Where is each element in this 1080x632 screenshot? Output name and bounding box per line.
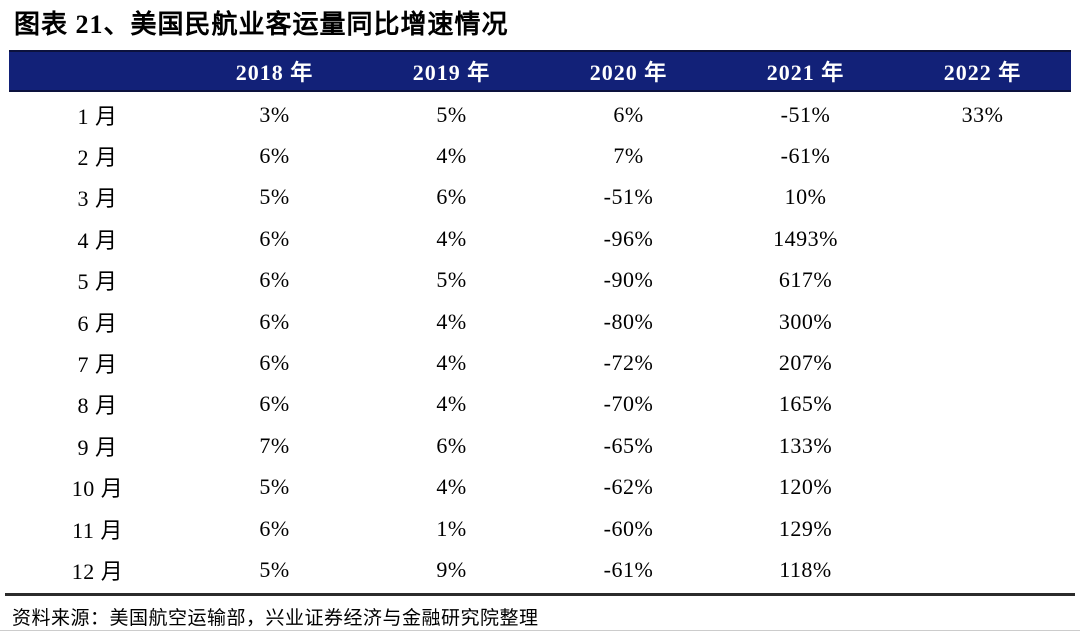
header-cell-2020: 2020 年 <box>589 60 668 85</box>
value-cell <box>894 260 1071 301</box>
value-cell: 6% <box>259 350 290 376</box>
value-cell: 118% <box>779 556 832 582</box>
value-cell: 6% <box>436 432 467 458</box>
table-row: 1 月 3% 5% 6% -51% 33% <box>9 94 1071 135</box>
month-cell: 4 月 <box>77 227 118 253</box>
value-cell: 6% <box>259 225 290 251</box>
month-cell: 10 月 <box>71 476 124 502</box>
value-cell: 120% <box>778 474 833 500</box>
value-cell: 4% <box>436 350 467 376</box>
value-cell <box>894 467 1071 508</box>
value-cell: -72% <box>603 350 654 376</box>
bottom-divider <box>0 630 1080 631</box>
month-cell: 12 月 <box>71 558 124 584</box>
table-header-row: 2018 年 2019 年 2020 年 2021 年 2022 年 <box>9 50 1071 92</box>
value-cell: -70% <box>603 391 654 417</box>
table-row: 5 月 6% 5% -90% 617% <box>9 260 1071 301</box>
value-cell <box>894 549 1071 590</box>
month-cell: 8 月 <box>77 393 118 419</box>
month-cell: 11 月 <box>72 517 123 543</box>
value-cell <box>894 508 1071 549</box>
value-cell: 5% <box>259 556 290 582</box>
value-cell: 6% <box>259 308 290 334</box>
value-cell: 4% <box>436 474 467 500</box>
value-cell: 4% <box>436 391 467 417</box>
table-row: 6 月 6% 4% -80% 300% <box>9 301 1071 342</box>
value-cell: 4% <box>436 308 467 334</box>
data-table: 2018 年 2019 年 2020 年 2021 年 2022 年 1 月 3… <box>9 50 1071 591</box>
source-note: 资料来源：美国航空运输部，兴业证券经济与金融研究院整理 <box>12 607 539 629</box>
value-cell <box>894 342 1071 383</box>
value-cell: 5% <box>436 267 467 293</box>
table-row: 9 月 7% 6% -65% 133% <box>9 425 1071 466</box>
table-body: 1 月 3% 5% 6% -51% 33% 2 月 6% 4% 7% -61% … <box>9 94 1071 591</box>
month-cell: 2 月 <box>77 145 118 171</box>
value-cell: 33% <box>961 101 1004 127</box>
value-cell: -51% <box>603 184 654 210</box>
value-cell: 6% <box>259 391 290 417</box>
value-cell: 5% <box>436 101 467 127</box>
table-row: 3 月 5% 6% -51% 10% <box>9 177 1071 218</box>
value-cell: 9% <box>436 556 467 582</box>
value-cell: 7% <box>613 143 644 169</box>
value-cell: 133% <box>778 432 833 458</box>
value-cell: 6% <box>613 101 644 127</box>
header-cell-2018: 2018 年 <box>235 60 314 85</box>
table-row: 4 月 6% 4% -96% 1493% <box>9 218 1071 259</box>
header-cell-2019: 2019 年 <box>412 60 491 85</box>
value-cell <box>894 384 1071 425</box>
value-cell <box>894 301 1071 342</box>
value-cell: 1% <box>436 515 467 541</box>
value-cell: 5% <box>259 184 290 210</box>
value-cell: -80% <box>603 308 654 334</box>
value-cell: -61% <box>603 556 654 582</box>
figure-title: 图表 21、美国民航业客运量同比增速情况 <box>14 10 509 39</box>
table-row: 12 月 5% 9% -61% 118% <box>9 549 1071 590</box>
value-cell: 6% <box>259 267 290 293</box>
value-cell: 617% <box>778 267 833 293</box>
value-cell: -51% <box>780 101 831 127</box>
table-row: 10 月 5% 4% -62% 120% <box>9 467 1071 508</box>
table-row: 2 月 6% 4% 7% -61% <box>9 135 1071 176</box>
value-cell <box>894 135 1071 176</box>
value-cell: 207% <box>778 350 833 376</box>
value-cell <box>894 218 1071 259</box>
value-cell: 6% <box>259 143 290 169</box>
value-cell: -96% <box>603 225 654 251</box>
value-cell: -61% <box>780 143 831 169</box>
value-cell: 165% <box>778 391 833 417</box>
value-cell: -65% <box>603 432 654 458</box>
value-cell: 1493% <box>773 225 838 251</box>
table-row: 11 月 6% 1% -60% 129% <box>9 508 1071 549</box>
value-cell <box>894 425 1071 466</box>
value-cell: 5% <box>259 474 290 500</box>
footer-divider <box>5 592 1075 596</box>
month-cell: 5 月 <box>77 269 118 295</box>
value-cell: 6% <box>259 515 290 541</box>
value-cell: 129% <box>778 515 833 541</box>
value-cell: -60% <box>603 515 654 541</box>
month-cell: 3 月 <box>77 186 118 212</box>
header-cell-month <box>9 52 186 90</box>
value-cell: 7% <box>259 432 290 458</box>
month-cell: 1 月 <box>77 103 118 129</box>
value-cell: 3% <box>259 101 290 127</box>
value-cell: -90% <box>603 267 654 293</box>
header-cell-2021: 2021 年 <box>766 60 845 85</box>
month-cell: 7 月 <box>77 352 118 378</box>
table-row: 8 月 6% 4% -70% 165% <box>9 384 1071 425</box>
value-cell: 4% <box>436 225 467 251</box>
month-cell: 9 月 <box>77 434 118 460</box>
table-row: 7 月 6% 4% -72% 207% <box>9 342 1071 383</box>
value-cell: 4% <box>436 143 467 169</box>
value-cell: 10% <box>784 184 827 210</box>
header-cell-2022: 2022 年 <box>943 60 1022 85</box>
month-cell: 6 月 <box>77 310 118 336</box>
value-cell: -62% <box>603 474 654 500</box>
value-cell: 300% <box>778 308 833 334</box>
value-cell: 6% <box>436 184 467 210</box>
value-cell <box>894 177 1071 218</box>
